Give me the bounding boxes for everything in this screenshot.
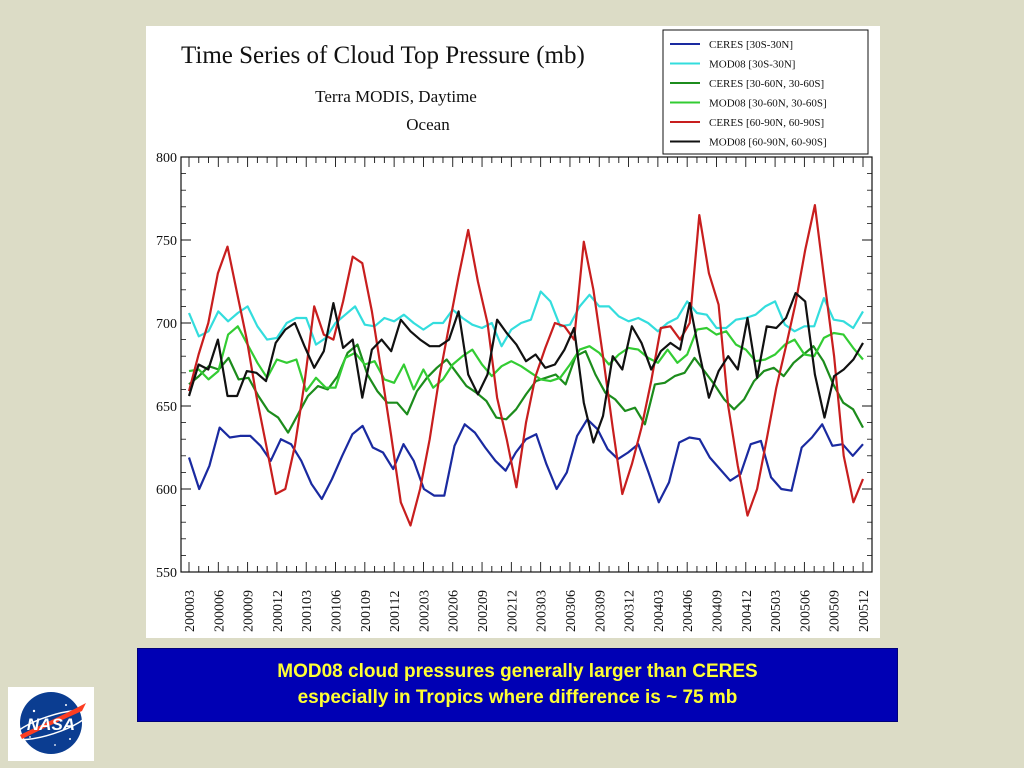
chart-panel: Time Series of Cloud Top Pressure (mb) T… [146, 26, 880, 638]
legend: CERES [30S-30N] MOD08 [30S-30N] CERES [30-… [662, 29, 869, 155]
nasa-logo-text: NASA [27, 715, 75, 734]
y-tick-label-550: 550 [156, 566, 177, 581]
x-tick-label-200212: 200212 [505, 590, 520, 632]
x-tick-label-200209: 200209 [476, 590, 491, 632]
x-tick-label-200012: 200012 [271, 590, 286, 632]
nasa-logo: NASA [8, 687, 94, 761]
chart-title: Time Series of Cloud Top Pressure (mb) [181, 42, 585, 69]
legend-label-0: CERES [30S-30N] [709, 39, 793, 51]
x-tick-label-200103: 200103 [300, 590, 315, 632]
x-tick-label-200309: 200309 [593, 590, 608, 632]
x-tick-label-200512: 200512 [857, 590, 872, 632]
x-tick-label-200109: 200109 [359, 590, 374, 632]
x-tick-label-200003: 200003 [183, 590, 198, 632]
x-tick-label-200503: 200503 [769, 590, 784, 632]
x-tick-label-200206: 200206 [447, 590, 462, 632]
x-tick-label-200409: 200409 [710, 590, 725, 632]
x-tick-label-200303: 200303 [535, 590, 550, 632]
legend-label-1: MOD08 [30S-30N] [709, 59, 795, 71]
x-tick-label-200106: 200106 [330, 590, 345, 632]
x-tick-label-200406: 200406 [681, 590, 696, 632]
x-tick-label-200006: 200006 [212, 590, 227, 632]
plot-frame [180, 156, 873, 573]
x-tick-label-200203: 200203 [417, 590, 432, 632]
x-tick-label-200509: 200509 [828, 590, 843, 632]
y-tick-label-700: 700 [156, 317, 177, 332]
legend-label-4: CERES [60-90N, 60-90S] [709, 117, 824, 129]
series-line-1 [187, 290, 864, 348]
summary-note-line-2: especially in Tropics where difference i… [297, 687, 738, 708]
x-tick-label-200009: 200009 [242, 590, 257, 632]
legend-label-3: MOD08 [30-60N, 30-60S] [709, 98, 827, 110]
legend-box [662, 29, 869, 155]
chart-subtitle-2: Ocean [406, 115, 450, 134]
x-tick-label-200306: 200306 [564, 590, 579, 632]
series-line-0 [187, 418, 864, 504]
summary-note: MOD08 cloud pressures generally larger t… [137, 648, 898, 722]
y-tick-label-800: 800 [156, 151, 177, 166]
summary-note-line-1: MOD08 cloud pressures generally larger t… [277, 661, 758, 682]
nasa-meatball-icon: NASA [14, 692, 88, 754]
y-tick-label-650: 650 [156, 400, 177, 415]
series-line-5 [187, 292, 864, 444]
chart-subtitle-1: Terra MODIS, Daytime [315, 87, 477, 106]
cloud-top-pressure-chart: Time Series of Cloud Top Pressure (mb) T… [156, 29, 873, 632]
x-tick-label-200312: 200312 [623, 590, 638, 632]
y-tick-label-600: 600 [156, 483, 177, 498]
series-line-4 [187, 204, 865, 527]
legend-label-5: MOD08 [60-90N, 60-90S] [709, 137, 827, 149]
legend-label-2: CERES [30-60N, 30-60S] [709, 78, 824, 90]
axes: 550 600 650 700 750 800 200003 200006 200009 2000… [156, 151, 873, 632]
x-tick-label-200412: 200412 [740, 590, 755, 632]
x-tick-label-200112: 200112 [388, 591, 403, 632]
x-tick-label-200506: 200506 [798, 590, 813, 632]
series-line-3 [188, 325, 864, 393]
plot-area [187, 204, 865, 527]
y-tick-label-750: 750 [156, 234, 177, 249]
x-tick-label-200403: 200403 [652, 590, 667, 632]
